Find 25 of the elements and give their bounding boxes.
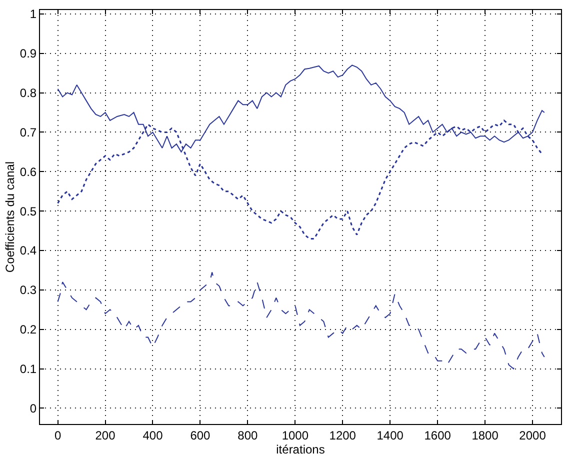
y-tick-label: 0.5 — [20, 204, 37, 218]
x-tick-label: 1400 — [376, 428, 404, 442]
x-axis-title: itérations — [276, 442, 325, 456]
x-tick-label: 800 — [238, 428, 258, 442]
x-tick-label: 400 — [142, 428, 164, 442]
y-tick-label: 0.9 — [20, 46, 37, 61]
y-tick-label: 0 — [30, 401, 37, 416]
x-tick-label: 1000 — [282, 428, 309, 442]
y-tick-label: 0.4 — [20, 244, 37, 258]
x-tick-label: 0 — [54, 428, 62, 442]
y-tick-label: 0.7 — [20, 125, 37, 140]
y-tick-label: 0.6 — [20, 164, 37, 179]
x-tick-label: 1800 — [472, 428, 499, 442]
y-tick-label: 0.3 — [20, 283, 37, 298]
y-tick-label: 0.1 — [20, 362, 37, 376]
x-tick-label: 1600 — [424, 428, 452, 442]
y-tick-label: 1 — [30, 7, 37, 22]
x-tick-label: 1200 — [329, 428, 356, 442]
x-tick-label: 200 — [95, 428, 116, 442]
y-axis-title: Coefficients du canal — [3, 161, 18, 273]
y-tick-label: 0.8 — [20, 86, 37, 100]
line-series — [57, 272, 545, 370]
x-tick-label: 2000 — [519, 428, 546, 442]
x-tick-label: 600 — [190, 428, 211, 442]
y-tick-label: 0.2 — [20, 322, 37, 337]
